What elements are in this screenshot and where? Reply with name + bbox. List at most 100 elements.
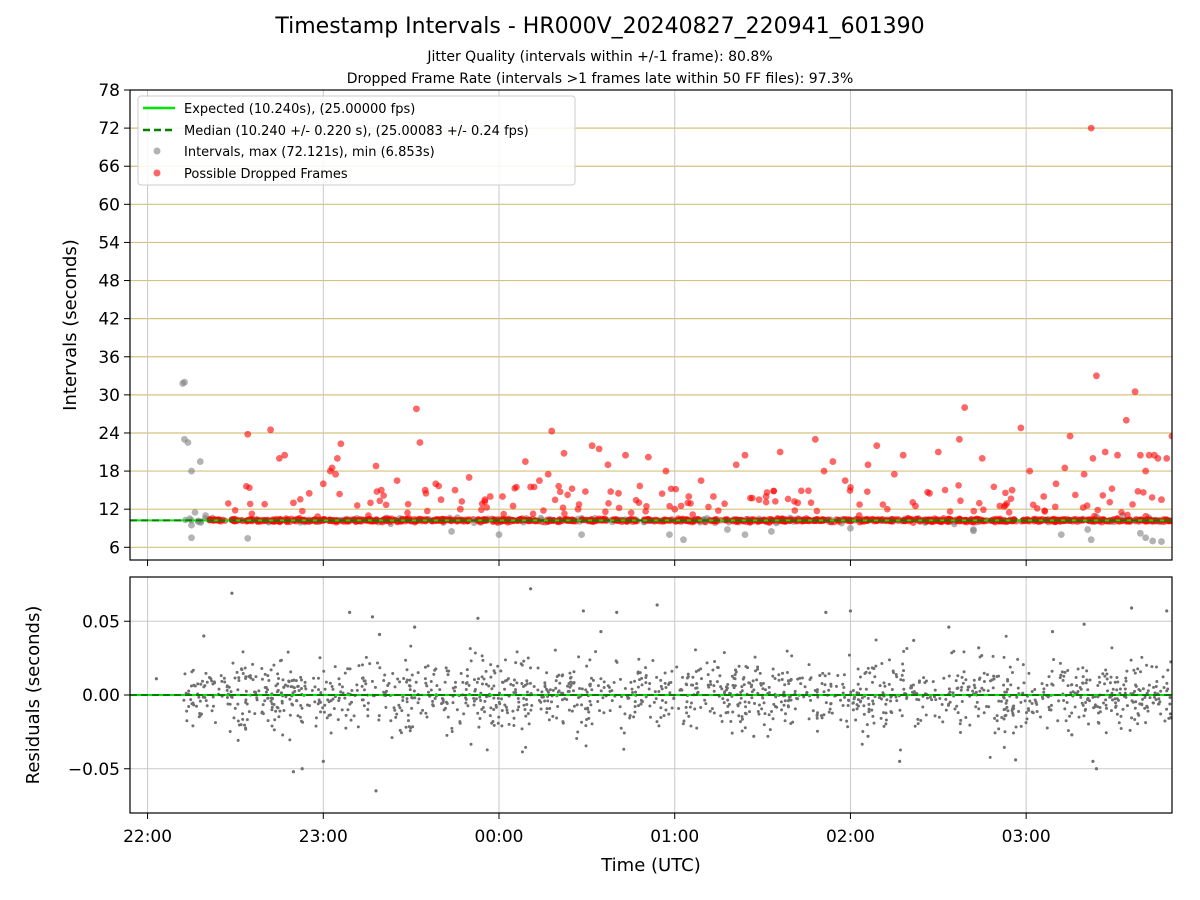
dropped-frame-point (794, 499, 802, 507)
residual-point (687, 714, 691, 718)
residual-point (481, 706, 485, 710)
residual-point (644, 666, 648, 670)
residual-point (956, 686, 960, 690)
residual-point (1081, 666, 1085, 670)
residual-point (607, 685, 611, 689)
dropped-frame-point (1007, 495, 1015, 502)
residual-point (384, 705, 388, 709)
residual-point (743, 700, 747, 704)
residual-point (492, 723, 496, 727)
residual-point (225, 695, 229, 699)
residual-point (319, 700, 323, 704)
residual-point (226, 702, 230, 706)
residual-point (1002, 745, 1006, 749)
intervals-y-axis-label: Intervals (seconds) (60, 239, 81, 411)
residual-point (800, 676, 804, 680)
residual-point (867, 702, 871, 706)
residual-point (520, 663, 524, 667)
intervals-y-tick-label: 78 (98, 81, 120, 101)
residual-point (729, 719, 733, 723)
residual-point (261, 703, 265, 707)
residual-point (986, 689, 990, 693)
residual-point (374, 789, 378, 793)
residual-point (815, 716, 819, 720)
residual-point (511, 683, 515, 687)
residual-point (976, 714, 980, 718)
dropped-frame-point (244, 430, 252, 438)
residual-point (496, 696, 500, 700)
residual-point (322, 710, 326, 714)
residual-point (878, 684, 882, 688)
dropped-frame-point (511, 485, 518, 492)
residual-point (290, 685, 294, 689)
dropped-frame-point (1002, 489, 1009, 497)
residual-point (217, 687, 221, 691)
residual-point (228, 730, 232, 734)
dropped-frame-point (697, 477, 705, 485)
residual-point (764, 688, 768, 692)
dropped-frame-point (605, 500, 612, 507)
residual-point (803, 685, 807, 689)
residual-point (584, 724, 588, 728)
residual-point (512, 678, 516, 682)
residual-point (348, 610, 352, 615)
residual-point (1111, 687, 1115, 691)
residual-point (610, 699, 614, 703)
residual-point (197, 715, 201, 719)
dropped-frame-point (548, 427, 556, 435)
dropped-frame-point (595, 445, 603, 453)
residual-point (207, 676, 211, 680)
dropped-frame-point (732, 461, 740, 469)
residual-point (1117, 721, 1121, 725)
residual-point (1079, 687, 1083, 691)
residual-point (1138, 689, 1142, 693)
residual-point (1073, 691, 1077, 695)
intervals-y-tick-label: 48 (98, 272, 120, 292)
residual-point (539, 700, 543, 704)
residual-point (266, 696, 270, 700)
residual-point (520, 750, 524, 754)
residual-point (266, 719, 270, 723)
residual-point (849, 690, 853, 694)
residual-point (733, 677, 737, 681)
residual-point (490, 687, 494, 691)
residual-point (280, 701, 284, 705)
dropped-frame-point (376, 497, 384, 505)
dropped-frame-point (712, 515, 720, 523)
residual-point (1023, 699, 1027, 703)
residual-point (1049, 703, 1053, 707)
residual-point (450, 729, 454, 733)
residual-point (241, 717, 245, 721)
x-tick-label: 02:00 (826, 827, 875, 847)
residual-point (407, 725, 411, 729)
residual-point (873, 675, 877, 679)
residual-point (1040, 682, 1044, 686)
residual-point (1045, 726, 1049, 730)
interval-point (578, 531, 585, 538)
residual-point (1016, 686, 1020, 690)
residual-point (872, 721, 876, 725)
intervals-y-ticks: 6 12 18 24 30 36 42 48 54 60 66 72 78 (98, 81, 130, 558)
residual-point (773, 676, 777, 680)
residual-point (720, 687, 724, 691)
interval-point (495, 531, 503, 538)
residual-point (781, 671, 785, 675)
residual-point (366, 701, 370, 705)
residual-point (879, 716, 883, 720)
residual-point (1084, 700, 1088, 704)
residual-point (545, 671, 549, 675)
residual-point (771, 717, 775, 721)
dropped-frame-point (975, 499, 983, 507)
residual-point (684, 682, 688, 686)
interval-point (188, 521, 195, 529)
residual-point (526, 656, 530, 660)
residuals-x-ticks: 22:00 23:00 00:00 01:00 02:00 03:00 (123, 813, 1051, 847)
residual-point (407, 684, 411, 688)
residual-point (1027, 708, 1031, 712)
residual-point (295, 699, 299, 703)
residual-point (664, 701, 668, 705)
residual-point (719, 685, 723, 689)
residual-point (505, 711, 509, 715)
residual-point (706, 673, 710, 677)
residual-point (362, 688, 366, 692)
